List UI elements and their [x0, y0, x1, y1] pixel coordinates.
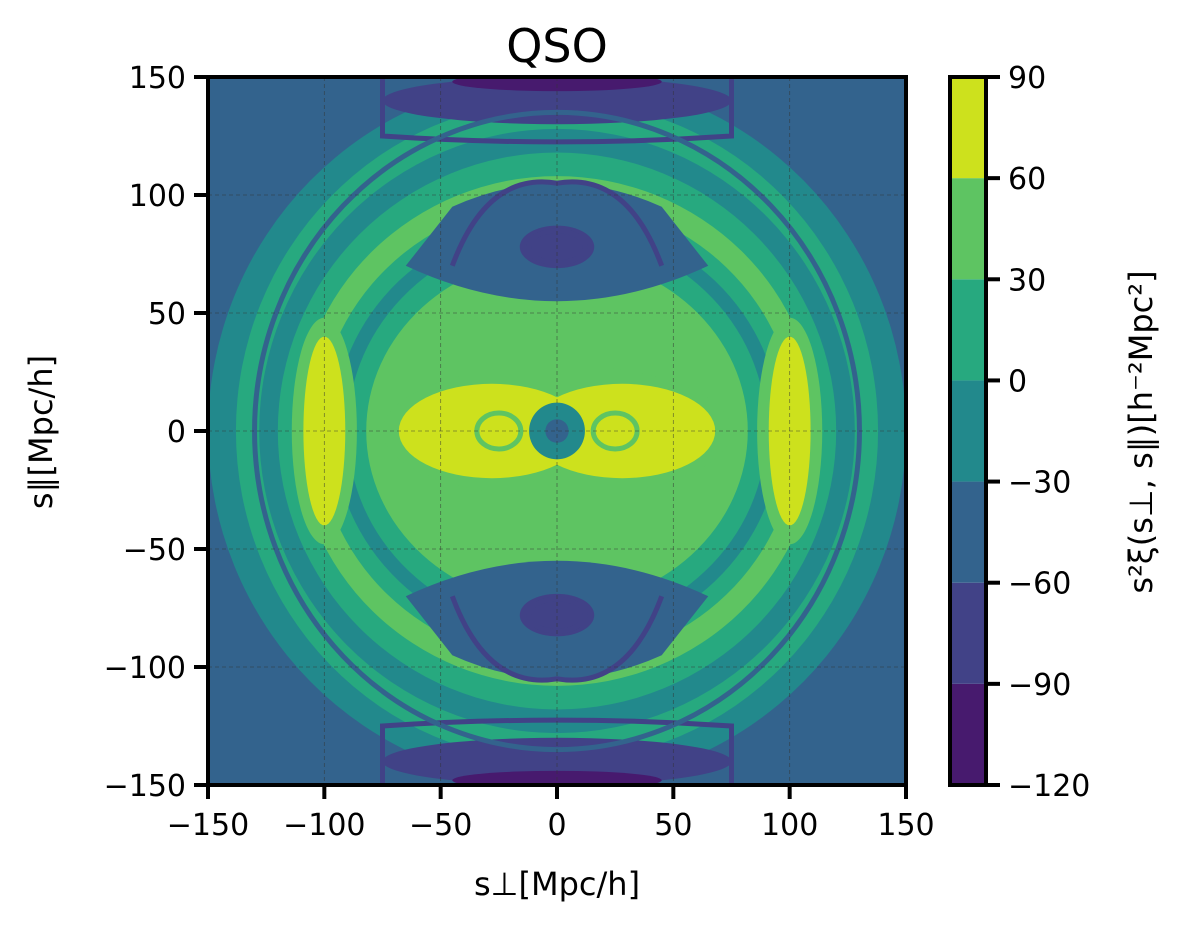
grid-lines — [208, 77, 906, 785]
edge-trough — [382, 737, 732, 785]
colorbar-tick-label: −60 — [1008, 567, 1071, 602]
x-tick-label: 100 — [761, 808, 818, 843]
colorbar-band — [950, 279, 986, 381]
x-tick-label: 150 — [877, 808, 934, 843]
colorbar-ticks: −120 −90 −60 −30 0 30 60 90 — [986, 61, 1090, 804]
colorbar-tick-label: 90 — [1008, 61, 1046, 96]
x-axis-label: s⊥[Mpc/h] — [474, 865, 640, 903]
x-tick-label: 0 — [547, 808, 566, 843]
colorbar-tick-label: −120 — [1008, 769, 1090, 804]
colorbar-tick-label: 60 — [1008, 162, 1046, 197]
y-tick-label: −100 — [104, 651, 186, 686]
colorbar-band — [950, 582, 986, 684]
y-tick-label: 0 — [167, 415, 186, 450]
y-axis-label: s∥[Mpc/h] — [22, 355, 60, 509]
colorbar-bands — [950, 77, 986, 785]
y-tick-label: −50 — [123, 533, 186, 568]
colorbar-band — [950, 77, 986, 179]
x-tick-label: −150 — [167, 808, 249, 843]
colorbar-tick-label: 0 — [1008, 364, 1027, 399]
colorbar: −120 −90 −60 −30 0 30 60 90 s²ξ(s⊥, s∥)[h⁻²Mpc²… — [948, 61, 1160, 804]
y-tick-label: −150 — [104, 769, 186, 804]
y-tick-label: 100 — [129, 179, 186, 214]
chart-title: QSO — [506, 19, 608, 73]
x-tick-label: −50 — [409, 808, 472, 843]
colorbar-band — [950, 683, 986, 785]
y-tick-label: 50 — [148, 297, 186, 332]
colorbar-label: s²ξ(s⊥, s∥)[h⁻²Mpc²] — [1122, 270, 1160, 593]
arch-contour — [449, 595, 665, 683]
y-tick-label: 150 — [129, 61, 186, 96]
colorbar-tick-label: 30 — [1008, 263, 1046, 298]
contour-fill — [208, 77, 906, 785]
colorbar-tick-label: −90 — [1008, 668, 1071, 703]
colorbar-frame — [948, 75, 988, 787]
y-axis-ticks: −150 −100 −50 0 50 100 150 — [104, 61, 208, 804]
edge-contour — [380, 717, 734, 785]
plot-area: −150 −100 −50 0 50 100 150 −150 −100 −50 0 50 100 15… — [104, 61, 935, 843]
colorbar-tick-label: −30 — [1008, 466, 1071, 501]
x-axis-ticks: −150 −100 −50 0 50 100 150 — [167, 785, 935, 843]
colorbar-band — [950, 178, 986, 280]
colorbar-band — [950, 481, 986, 583]
x-tick-label: −100 — [283, 808, 365, 843]
x-tick-label: 50 — [654, 808, 692, 843]
colorbar-band — [950, 380, 986, 482]
